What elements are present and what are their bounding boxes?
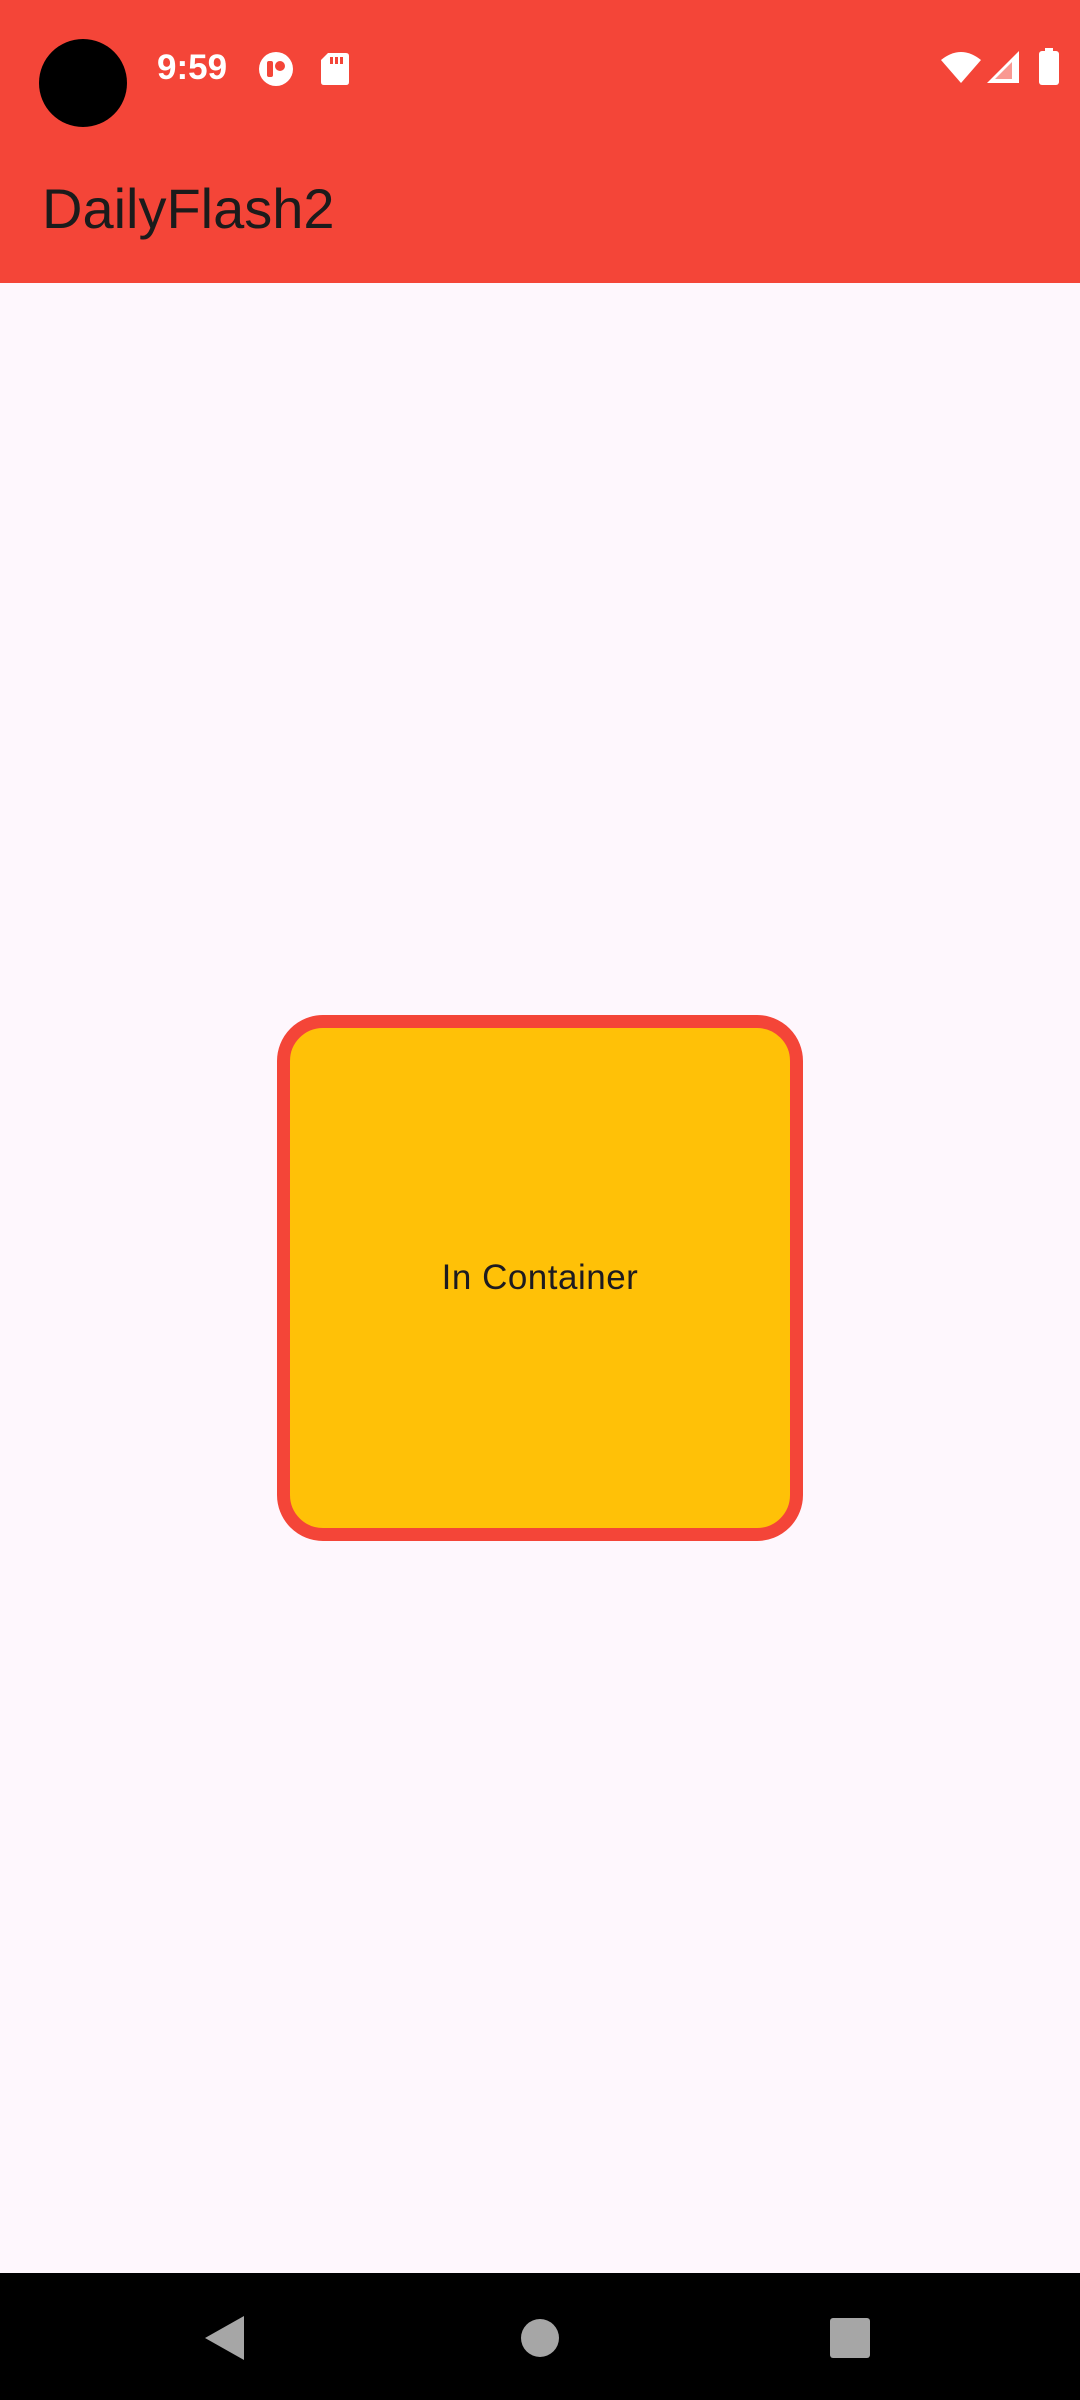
back-icon[interactable] [190,2303,260,2373]
home-icon[interactable] [505,2303,575,2373]
battery-icon [1038,48,1060,86]
cellular-signal-icon [986,50,1020,84]
status-bar: 9:59 [0,0,1080,140]
app-title: DailyFlash2 [42,177,335,240]
notification-app-icon [258,51,294,87]
app-bar [0,140,1080,283]
sd-card-icon [320,52,350,86]
container-label: In Container [441,1258,639,1297]
wifi-icon [940,50,982,84]
recents-icon[interactable] [815,2303,885,2373]
navigation-bar [0,2273,1080,2400]
status-time: 9:59 [157,48,228,87]
camera-cutout-icon [39,39,127,127]
in-container-box: In Container [277,1015,803,1541]
